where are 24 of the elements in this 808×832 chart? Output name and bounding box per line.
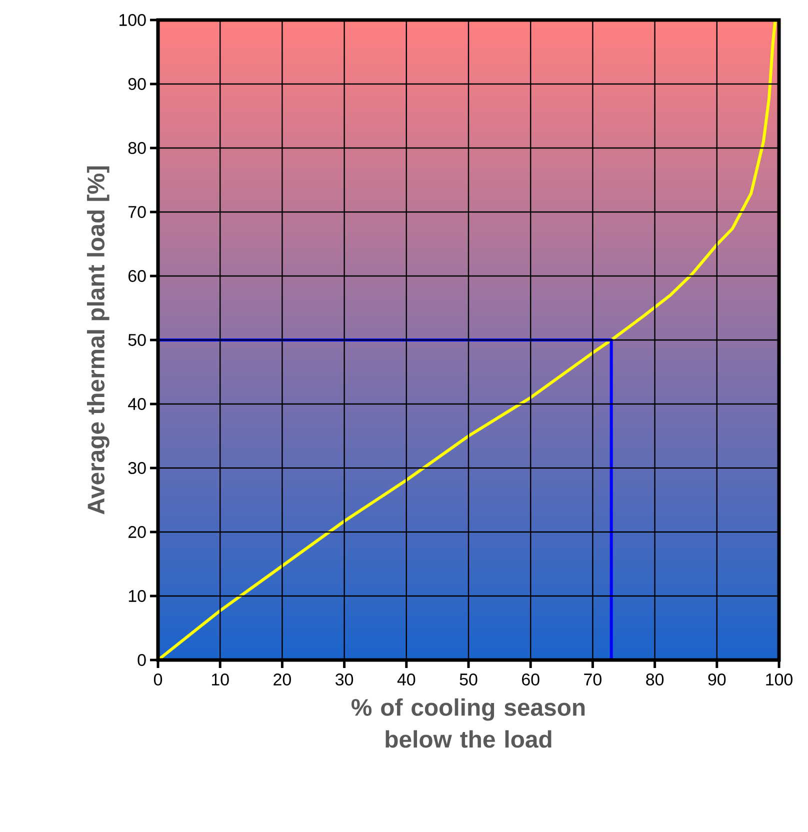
x-tick-label: 0 — [154, 674, 162, 686]
x-tick-label: 60 — [522, 674, 540, 686]
x-tick-label: 50 — [460, 674, 478, 686]
y-tick-label: 10 — [128, 590, 146, 602]
y-tick-label: 100 — [120, 14, 146, 26]
y-tick-label: 50 — [128, 334, 146, 346]
y-tick-label: 30 — [128, 462, 146, 474]
x-axis-title: % of cooling season below the load — [352, 698, 585, 748]
x-tick-label: 10 — [212, 674, 229, 686]
y-tick-label: 80 — [128, 142, 146, 154]
y-tick-label: 60 — [128, 270, 146, 282]
x-tick-label: 30 — [336, 674, 354, 686]
y-tick-label: 70 — [128, 206, 146, 218]
y-tick-label: 0 — [138, 654, 146, 666]
x-tick-label: 20 — [274, 674, 291, 686]
x-tick-label: 40 — [397, 674, 416, 686]
x-tick-label: 70 — [584, 674, 602, 686]
y-tick-label: 20 — [128, 526, 146, 538]
x-tick-label: 80 — [646, 674, 664, 686]
y-tick-label: 90 — [128, 78, 146, 90]
y-tick-label: 40 — [128, 398, 146, 410]
x-tick-label: 90 — [708, 674, 726, 686]
y-axis-title: Average thermal plant load [%] — [86, 166, 110, 514]
x-tick-label: 100 — [766, 674, 792, 686]
